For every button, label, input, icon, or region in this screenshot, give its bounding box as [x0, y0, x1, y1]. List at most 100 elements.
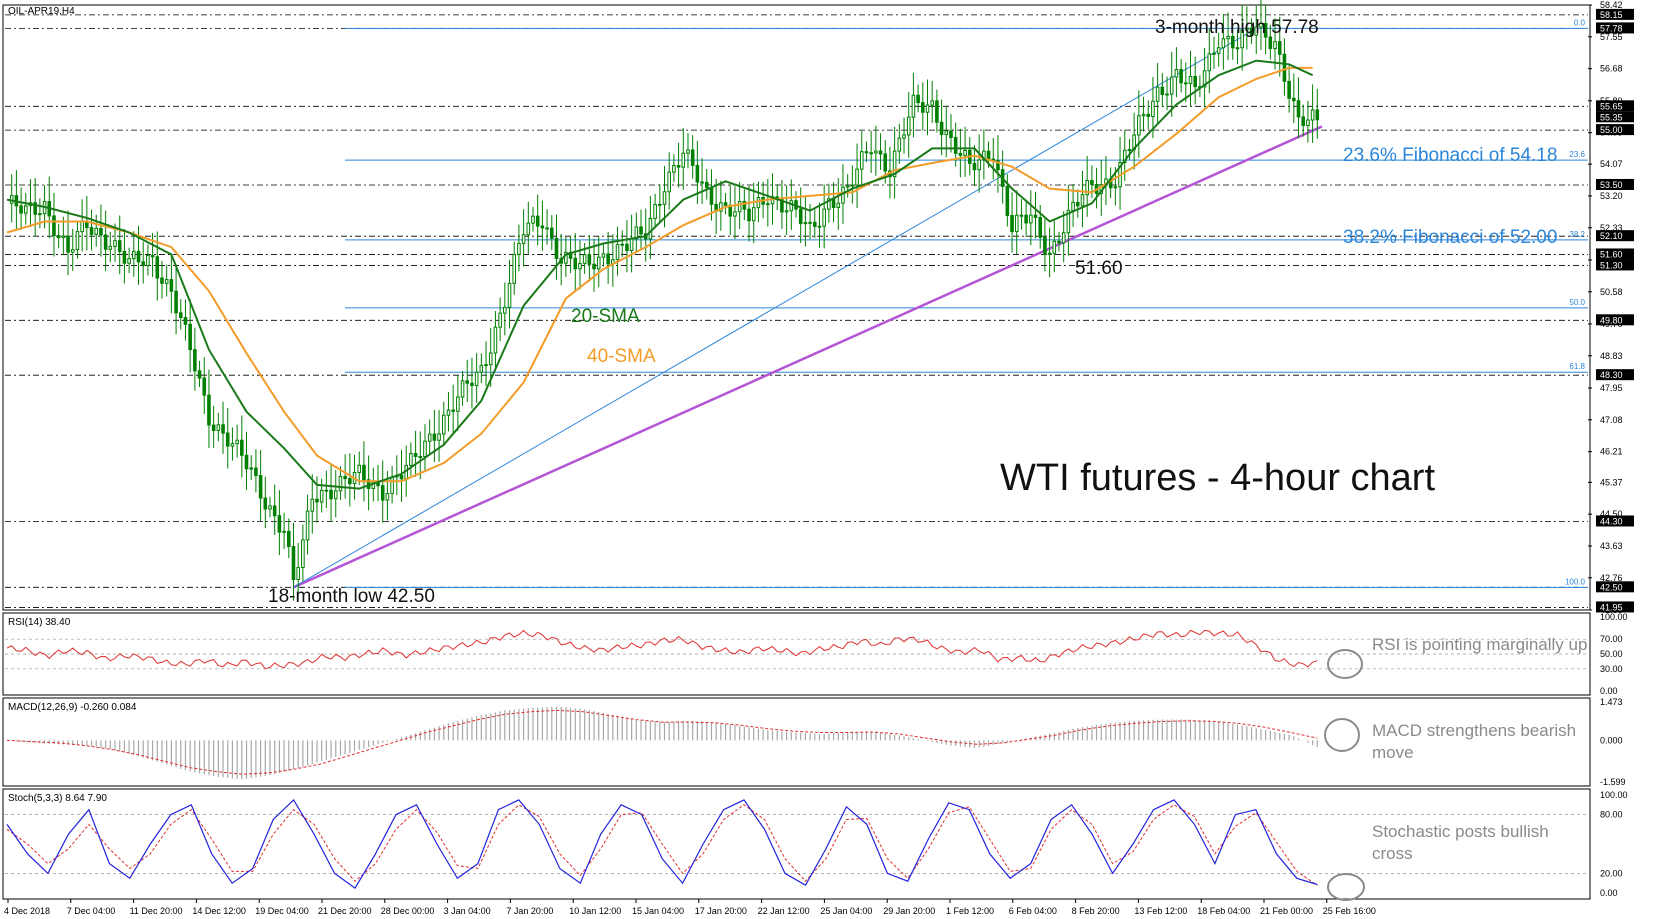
candle-body	[456, 396, 460, 412]
candle-body	[1014, 214, 1019, 233]
candle-body	[460, 380, 465, 398]
candle-body	[221, 424, 225, 434]
candle-body	[451, 409, 455, 412]
candle-body	[399, 474, 404, 480]
time-tick-label: 25 Jan 04:00	[820, 906, 872, 916]
candle-body	[526, 222, 531, 236]
time-tick-label: 28 Dec 00:00	[381, 906, 435, 916]
candle-body	[1061, 232, 1066, 244]
candle-body	[836, 202, 841, 209]
candle-body	[108, 245, 113, 250]
time-tick-label: 14 Dec 12:00	[192, 906, 246, 916]
candle-body	[1301, 116, 1306, 126]
candle-body	[484, 364, 488, 367]
candle-body	[470, 382, 474, 387]
time-tick-label: 13 Feb 12:00	[1134, 906, 1187, 916]
candle-body	[925, 104, 930, 113]
candle-body	[268, 505, 272, 510]
candle-body	[1043, 236, 1047, 255]
candle-body	[784, 210, 789, 213]
candle-body	[1315, 109, 1320, 121]
candle-body	[1287, 80, 1291, 99]
candle-body	[902, 134, 906, 139]
price-badge	[1596, 178, 1634, 190]
macd-note: MACD strengthens bearish move	[1372, 721, 1577, 762]
candle-body	[554, 237, 559, 259]
candle-body	[582, 254, 587, 264]
candle-body	[1235, 47, 1240, 50]
price-badge-label: 49.80	[1600, 315, 1623, 325]
candle-body	[972, 162, 977, 171]
candle-body	[653, 204, 657, 219]
stoch-tick-label: 20.00	[1600, 868, 1623, 878]
candle-body	[1038, 217, 1043, 238]
candle-body	[935, 100, 939, 123]
candle-body	[845, 185, 850, 188]
candle-body	[1066, 209, 1071, 234]
candle-body	[291, 546, 296, 581]
stoch-d-line	[6, 804, 1318, 886]
candle-body	[286, 530, 291, 548]
price-badge	[1596, 314, 1634, 326]
time-tick-label: 17 Jan 20:00	[695, 906, 747, 916]
candle-body	[507, 282, 512, 308]
fib-382-annotation: 38.2% Fibonacci of 52.00	[1343, 227, 1557, 248]
price-tick-label: 58.42	[1600, 0, 1623, 10]
price-badge-label: 51.30	[1600, 260, 1623, 270]
candle-body	[423, 440, 427, 458]
price-tick-label: 44.50	[1600, 509, 1623, 519]
candle-body	[178, 312, 183, 318]
candle-body	[639, 226, 643, 235]
candle-body	[150, 254, 155, 258]
candle-body	[240, 439, 244, 456]
macd-signal-series	[6, 709, 1318, 775]
price-tick-label: 48.83	[1600, 351, 1623, 361]
candle-body	[348, 478, 352, 485]
price-tick-label: 56.68	[1600, 64, 1623, 74]
price-tick-label: 46.21	[1600, 447, 1623, 457]
candle-body	[878, 150, 883, 155]
candle-body	[19, 205, 23, 214]
sma40-line	[6, 66, 1313, 483]
time-tick-label: 21 Dec 20:00	[318, 906, 372, 916]
macd-tick-label: 0.000	[1600, 735, 1623, 745]
candle-body	[479, 364, 484, 373]
rsi-axis: 100.00 70.00 50.00 30.00 0.00	[1600, 612, 1628, 696]
candle-body	[169, 279, 174, 292]
candle-body	[531, 215, 535, 224]
fib-level-label: 100.0	[1565, 577, 1586, 586]
candle-body	[1174, 69, 1179, 78]
candle-body	[827, 198, 831, 210]
candle-body	[301, 539, 305, 569]
time-tick-label: 7 Dec 04:00	[67, 906, 116, 916]
candle-body	[545, 227, 549, 230]
candle-body	[174, 290, 178, 314]
candle-body	[808, 221, 812, 224]
candle-body	[249, 467, 254, 470]
candle-body	[883, 153, 888, 172]
candle-body	[1033, 214, 1038, 219]
candle-body	[99, 227, 103, 236]
price-badge	[1596, 124, 1634, 136]
price-badge	[1596, 369, 1634, 381]
candle-body	[305, 510, 310, 541]
moving-averages	[6, 59, 1314, 490]
candle-body	[296, 567, 300, 581]
rsi-note-box: RSI is pointing marginally up	[1372, 635, 1587, 654]
candle-body	[573, 257, 578, 270]
candle-body	[1024, 214, 1028, 224]
candle-body	[89, 226, 94, 235]
candle-body	[892, 150, 897, 178]
stochastic-axis: 100.00 80.00 20.00 0.00	[1600, 790, 1628, 898]
price-badge-label: 57.78	[1600, 23, 1623, 33]
candle-body	[1263, 23, 1268, 38]
candle-body	[1310, 109, 1315, 121]
candle-body	[319, 489, 324, 503]
candle-body	[672, 165, 676, 173]
candle-body	[512, 253, 517, 284]
candle-body	[1188, 75, 1193, 85]
macd-panel: 1.473 0.000 -1.599 MACD(12,26,9) -0.260 0.…	[2, 697, 1626, 787]
candle-body	[939, 121, 944, 136]
